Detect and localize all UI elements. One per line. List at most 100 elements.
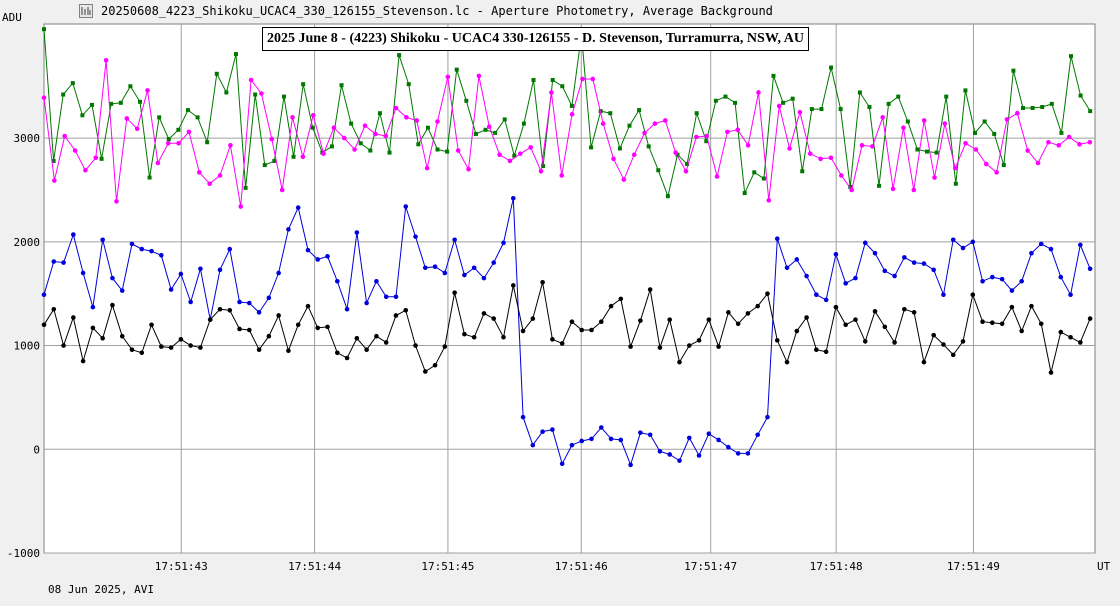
data-point	[286, 227, 291, 232]
data-point	[752, 170, 757, 175]
data-point	[814, 347, 819, 352]
data-point	[794, 257, 800, 262]
data-point	[1087, 139, 1093, 145]
data-point	[368, 148, 373, 153]
data-point	[42, 27, 46, 32]
data-point	[833, 251, 839, 257]
data-point	[590, 76, 596, 82]
data-point	[374, 278, 379, 284]
data-point	[139, 350, 145, 356]
data-point	[501, 240, 506, 246]
data-point	[510, 283, 516, 288]
data-point	[980, 319, 985, 324]
data-point	[325, 254, 330, 259]
data-point	[256, 347, 262, 352]
data-point	[168, 287, 174, 292]
data-point	[134, 126, 140, 132]
data-point	[227, 246, 233, 252]
data-point	[286, 348, 291, 354]
data-point	[272, 158, 277, 163]
data-point	[657, 345, 663, 350]
data-point	[579, 327, 585, 333]
data-point	[185, 108, 190, 113]
data-point	[279, 187, 285, 193]
data-point	[867, 104, 872, 109]
data-point	[735, 321, 741, 327]
data-point	[165, 140, 171, 146]
data-point	[176, 140, 181, 146]
data-point	[637, 108, 642, 113]
data-point	[559, 341, 565, 346]
data-point	[559, 461, 565, 467]
y-tick-label: 0	[33, 443, 40, 456]
data-point	[1058, 274, 1064, 280]
data-point	[1078, 340, 1083, 345]
data-point	[51, 158, 56, 163]
data-point	[608, 436, 614, 442]
data-point	[647, 287, 653, 292]
data-point	[580, 76, 585, 82]
y-tick-label: 3000	[14, 132, 41, 145]
y-tick-label: 2000	[14, 236, 41, 249]
x-tick-label: 17:51:48	[810, 560, 863, 573]
data-point	[442, 344, 448, 349]
data-point	[344, 306, 350, 312]
data-point	[83, 167, 88, 173]
x-tick-label: 17:51:44	[288, 560, 341, 573]
data-point	[471, 334, 477, 340]
data-point	[683, 168, 689, 174]
data-point	[784, 265, 790, 271]
data-point	[452, 237, 457, 243]
data-point	[310, 125, 315, 130]
data-point	[266, 295, 272, 301]
data-point	[207, 181, 212, 187]
black-series	[41, 279, 1093, 375]
data-point	[276, 270, 281, 276]
data-point	[198, 345, 203, 350]
data-point	[61, 260, 66, 265]
data-point	[128, 84, 133, 89]
data-point	[902, 255, 907, 260]
data-point	[41, 95, 47, 100]
data-point	[301, 82, 306, 87]
data-point	[166, 137, 171, 142]
data-point	[118, 100, 123, 105]
data-point	[159, 344, 164, 349]
data-point	[589, 436, 594, 442]
data-point	[848, 184, 853, 189]
data-point	[628, 462, 633, 468]
data-point	[197, 170, 202, 175]
data-point	[1009, 304, 1015, 310]
x-tick-label: 17:51:45	[421, 560, 474, 573]
plot-area	[43, 23, 1096, 554]
data-point	[310, 112, 316, 118]
data-point	[52, 178, 57, 183]
x-tick-labels: 17:51:43 17:51:44 17:51:45 17:51:46 17:51:47…	[155, 560, 1000, 573]
data-point	[766, 198, 772, 203]
data-point	[462, 272, 467, 278]
data-point	[119, 288, 125, 293]
data-point	[247, 327, 252, 333]
data-point	[550, 427, 555, 432]
data-point	[155, 160, 161, 166]
data-point	[611, 156, 616, 162]
data-point	[358, 141, 363, 146]
data-point	[677, 458, 682, 463]
data-point	[90, 325, 96, 331]
series-group	[41, 27, 1093, 468]
data-point	[397, 53, 402, 58]
data-point	[994, 170, 999, 175]
data-point	[406, 82, 411, 87]
data-point	[549, 90, 554, 95]
data-point	[198, 266, 203, 272]
data-point	[295, 322, 301, 328]
data-point	[383, 294, 389, 300]
grid-lines	[44, 24, 1095, 554]
data-point	[882, 268, 888, 274]
data-point	[656, 168, 661, 173]
data-point	[100, 335, 105, 341]
data-point	[518, 151, 523, 156]
data-point	[618, 296, 624, 302]
data-point	[638, 430, 643, 435]
